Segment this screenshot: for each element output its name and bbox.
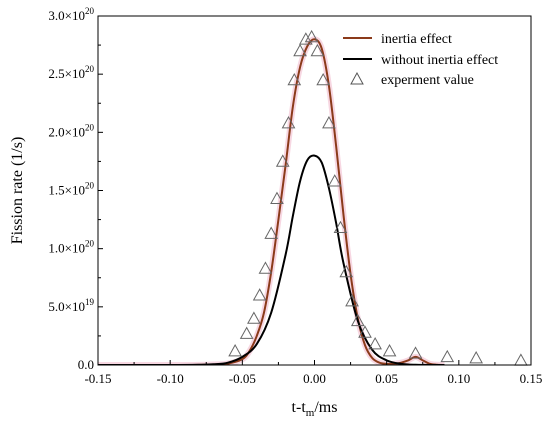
- legend-marker-experiment: [350, 71, 364, 85]
- experiment-point: [281, 115, 296, 129]
- x-tick-label: -0.05: [229, 371, 256, 386]
- y-tick-exponent: 20: [85, 64, 95, 74]
- y-tick-label: 5.0×1019: [48, 297, 94, 314]
- experiment-point: [270, 191, 284, 204]
- markers-layer: [228, 29, 528, 366]
- experiment-point: [310, 43, 325, 57]
- experiment-point: [275, 154, 290, 167]
- experiment-point: [264, 226, 279, 239]
- experiment-point: [339, 264, 354, 278]
- experiment-point: [408, 346, 423, 359]
- y-axis-title: Fission rate (1/s): [9, 137, 26, 245]
- experiment-point: [252, 288, 267, 301]
- y-tick-mantissa: 2.0×10: [48, 124, 85, 139]
- y-tick-mantissa: 3.0×10: [48, 8, 85, 23]
- experiment-point: [333, 220, 348, 234]
- y-tick-exponent: 20: [85, 6, 95, 16]
- x-tick-label: 0.05: [375, 371, 398, 386]
- experiment-point: [382, 344, 397, 357]
- experiment-point: [247, 311, 261, 324]
- experiment-point: [304, 29, 319, 43]
- x-axis: -0.15 -0.10 -0.05 0.00 0.05 0.10 0.15: [84, 360, 542, 386]
- x-axis-title-subscript: m: [306, 407, 315, 419]
- y-tick-mantissa: 1.5×10: [48, 183, 85, 198]
- experiment-point: [239, 326, 254, 339]
- y-tick-label: 1.0×1020: [48, 239, 94, 256]
- experiment-point: [514, 353, 528, 366]
- x-tick-label: 0.15: [520, 371, 543, 386]
- experiment-point: [440, 349, 455, 363]
- experiment-point: [293, 43, 307, 57]
- experiment-point: [258, 261, 273, 274]
- y-tick-label: 1.5×1020: [48, 181, 94, 198]
- x-tick-label: 0.00: [303, 371, 326, 386]
- legend: inertia effect without inertia effect ex…: [343, 32, 498, 88]
- x-axis-title-unit: /ms: [314, 399, 337, 416]
- y-tick-mantissa: 0.0: [78, 357, 94, 372]
- experiment-point: [469, 350, 484, 364]
- experiment-point: [345, 293, 359, 307]
- legend-label-experiment: experment value: [381, 73, 474, 88]
- curves-layer: [98, 36, 445, 365]
- x-tick-label: 0.10: [447, 371, 470, 386]
- experiment-point: [228, 344, 242, 357]
- y-tick-label: 2.5×1020: [48, 64, 94, 81]
- y-tick-label: 2.0×1020: [48, 122, 94, 139]
- experiment-point: [298, 32, 313, 45]
- y-tick-exponent: 20: [85, 239, 95, 249]
- y-tick-exponent: 20: [85, 181, 95, 191]
- experiment-point: [368, 337, 382, 350]
- series-line-inertia-effect: [98, 38, 445, 365]
- y-tick-mantissa: 1.0×10: [48, 241, 85, 256]
- y-tick-label: 3.0×1020: [48, 6, 94, 23]
- experiment-point: [316, 72, 331, 86]
- x-tick-label: -0.10: [157, 371, 184, 386]
- y-tick-label: 0.0: [78, 357, 94, 372]
- series-line-without-inertia-effect: [98, 154, 445, 365]
- experiment-point: [287, 72, 302, 86]
- y-tick-mantissa: 5.0×10: [48, 299, 85, 314]
- y-tick-mantissa: 2.5×10: [48, 66, 85, 81]
- y-tick-exponent: 19: [85, 297, 95, 307]
- plot-frame: [97, 15, 532, 366]
- x-tick-label: -0.15: [84, 371, 111, 386]
- legend-label-inertia: inertia effect: [381, 32, 452, 47]
- x-axis-title: t-tm/ms: [292, 399, 338, 419]
- y-axis: 0.05.0×10191.0×10201.5×10202.0×10202.5×1…: [48, 6, 103, 372]
- experiment-point: [322, 115, 336, 129]
- experiment-point: [327, 174, 342, 187]
- legend-label-without-inertia: without inertia effect: [381, 53, 498, 68]
- experiment-point: [358, 325, 372, 338]
- experiment-point: [350, 313, 365, 327]
- x-axis-title-main: t-t: [292, 399, 307, 416]
- y-tick-exponent: 20: [85, 122, 95, 132]
